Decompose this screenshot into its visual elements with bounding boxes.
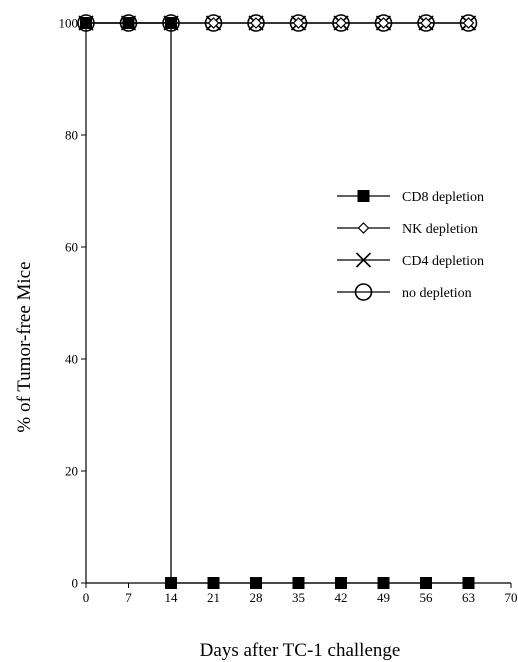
data-point-none (77, 14, 95, 32)
x-tick-label: 28 (250, 590, 263, 605)
data-point-cd8 (420, 577, 432, 589)
data-point-cd8 (122, 17, 135, 29)
x-axis-title: Days after TC-1 challenge (200, 640, 401, 661)
x-tick-label: 35 (292, 590, 305, 605)
y-tick-label: 100 (59, 16, 79, 31)
legend-item: NK depletion (337, 222, 478, 237)
data-point-nk (462, 17, 475, 29)
x-tick-label: 14 (165, 590, 179, 605)
y-tick-label: 40 (65, 352, 78, 367)
data-point-none (459, 14, 478, 32)
data-point-none (162, 14, 180, 32)
series-line (86, 22, 469, 584)
y-tick-label: 80 (65, 128, 78, 143)
y-tick-label: 60 (65, 240, 78, 255)
data-point-cd8 (335, 577, 347, 589)
chart-legend: CD8 depletion NK depletion CD4 depletion no… (337, 190, 484, 301)
x-tick-label: 0 (83, 590, 90, 605)
legend-item: no depletion (337, 283, 472, 301)
chart-series (77, 14, 478, 589)
data-point-cd8 (165, 577, 177, 589)
data-point-nk (377, 17, 390, 29)
legend-label: no depletion (402, 286, 472, 301)
legend-item: CD4 depletion (337, 252, 484, 269)
legend-item: CD8 depletion (337, 190, 484, 205)
chart-ticks: 0 7 14 21 28 35 42 49 56 63 70 0 20 40 60 80 100 (59, 16, 518, 606)
data-point-cd4 (355, 252, 372, 268)
legend-label: CD8 depletion (402, 190, 484, 205)
data-point-nk (207, 17, 220, 29)
data-point-none (204, 14, 223, 32)
data-point-nk (420, 17, 432, 29)
data-point-nk (357, 222, 370, 234)
data-point-cd8 (207, 577, 220, 589)
data-point-cd8 (250, 577, 262, 589)
x-tick-label: 56 (420, 590, 434, 605)
legend-label: CD4 depletion (402, 254, 484, 269)
x-tick-label: 70 (505, 590, 518, 605)
data-point-none (289, 14, 308, 32)
legend-label: NK depletion (402, 222, 478, 237)
data-point-none (417, 14, 435, 32)
y-tick-label: 0 (72, 576, 79, 591)
data-point-none (332, 14, 350, 32)
chart-axes (85, 23, 511, 584)
cd4-cross-stroke (355, 252, 372, 268)
data-point-nk (292, 17, 305, 29)
data-point-cd8 (292, 577, 305, 589)
data-point-nk (335, 17, 347, 29)
x-tick-label: 49 (377, 590, 390, 605)
y-axis-title: % of Tumor-free Mice (14, 261, 35, 432)
data-point-cd8 (377, 577, 390, 589)
y-tick-label: 20 (65, 464, 78, 479)
data-point-none (354, 283, 373, 301)
x-tick-label: 7 (125, 590, 132, 605)
data-point-none (119, 14, 138, 32)
data-point-cd8 (357, 190, 370, 202)
data-point-cd8 (462, 577, 475, 589)
x-tick-label: 42 (335, 590, 348, 605)
x-tick-label: 63 (462, 590, 475, 605)
data-point-none (374, 14, 393, 32)
x-tick-label: 21 (207, 590, 220, 605)
data-point-cd8 (80, 17, 92, 29)
data-point-cd8 (165, 17, 177, 29)
data-point-none (247, 14, 265, 32)
data-point-nk (250, 17, 262, 29)
